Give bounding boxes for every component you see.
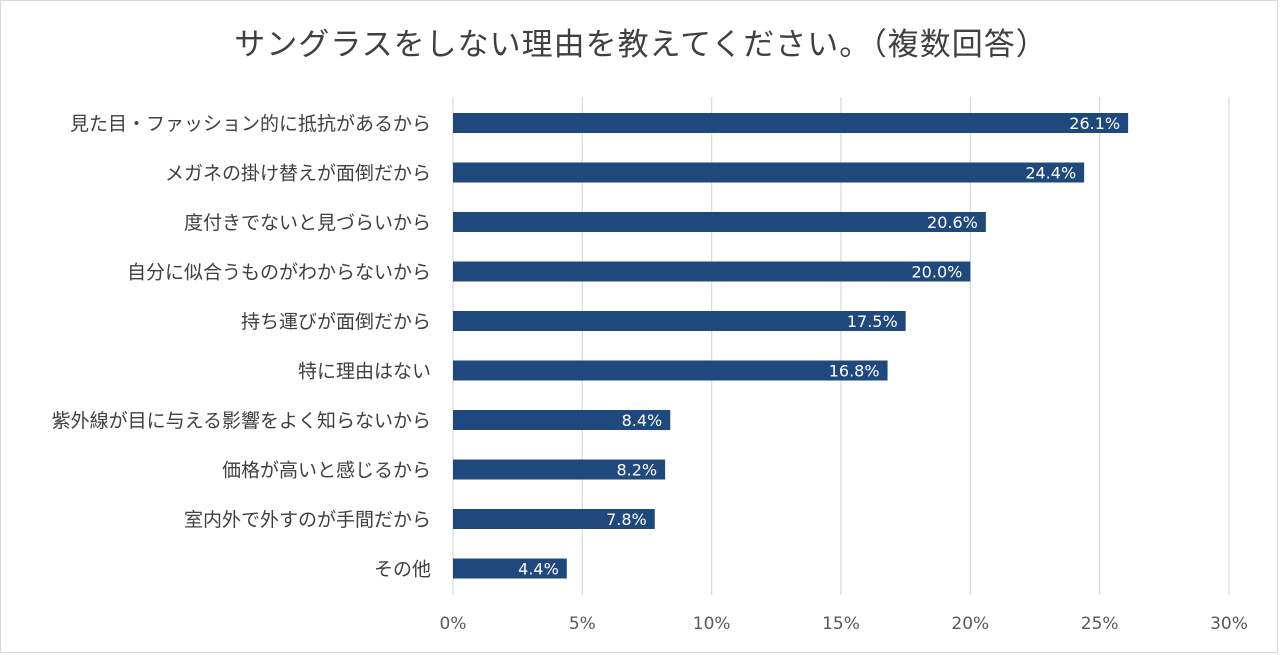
category-labels: 見た目・ファッション的に抵抗があるからメガネの掛け替えが面倒だから度付きでないと… bbox=[52, 113, 431, 581]
bar bbox=[453, 410, 671, 430]
category-label: その他 bbox=[374, 559, 431, 581]
data-label: 20.0% bbox=[912, 263, 963, 282]
x-tick-label: 15% bbox=[822, 614, 860, 634]
x-tick-label: 30% bbox=[1210, 614, 1248, 634]
bar bbox=[453, 509, 655, 529]
bar bbox=[453, 162, 1085, 183]
category-label: 特に理由はない bbox=[298, 361, 431, 383]
category-label: 持ち運びが面倒だから bbox=[241, 311, 431, 333]
category-label: 紫外線が目に与える影響をよく知らないから bbox=[52, 410, 431, 432]
category-label: 室内外で外すのが手間だから bbox=[184, 509, 431, 531]
bar bbox=[453, 459, 666, 480]
x-tick-label: 25% bbox=[1081, 614, 1119, 634]
chart-title: サングラスをしない理由を教えてください。（複数回答） bbox=[234, 27, 1048, 63]
x-tick-label: 20% bbox=[951, 614, 989, 634]
bar bbox=[453, 360, 888, 381]
bar bbox=[453, 311, 906, 331]
bar bbox=[453, 212, 986, 232]
data-label: 24.4% bbox=[1025, 164, 1076, 183]
data-label: 8.2% bbox=[616, 461, 657, 480]
data-label: 4.4% bbox=[518, 560, 559, 579]
category-label: 度付きでないと見づらいから bbox=[184, 212, 431, 234]
category-label: 見た目・ファッション的に抵抗があるから bbox=[70, 113, 431, 135]
x-tick-label: 5% bbox=[569, 614, 596, 634]
x-axis-tick-labels: 0% 5% 10% 15% 20% 25% 30% bbox=[440, 614, 1248, 634]
x-tick-label: 0% bbox=[440, 614, 467, 634]
bar bbox=[453, 558, 567, 579]
category-label: 自分に似合うものがわからないから bbox=[127, 262, 431, 284]
data-label: 7.8% bbox=[606, 510, 647, 529]
data-label: 8.4% bbox=[622, 411, 663, 430]
bar bbox=[453, 261, 971, 282]
data-label: 26.1% bbox=[1069, 114, 1120, 133]
category-label: メガネの掛け替えが面倒だから bbox=[165, 163, 431, 185]
data-label: 16.8% bbox=[829, 362, 880, 381]
data-label: 20.6% bbox=[927, 213, 978, 232]
category-label: 価格が高いと感じるから bbox=[222, 460, 431, 482]
x-tick-label: 10% bbox=[693, 614, 731, 634]
bar bbox=[453, 113, 1129, 133]
data-label: 17.5% bbox=[847, 312, 898, 331]
bars: 26.1% 24.4% 20.6% 20.0% 17.5% 16.8% 8.4% 8.2% 7.… bbox=[453, 113, 1129, 579]
